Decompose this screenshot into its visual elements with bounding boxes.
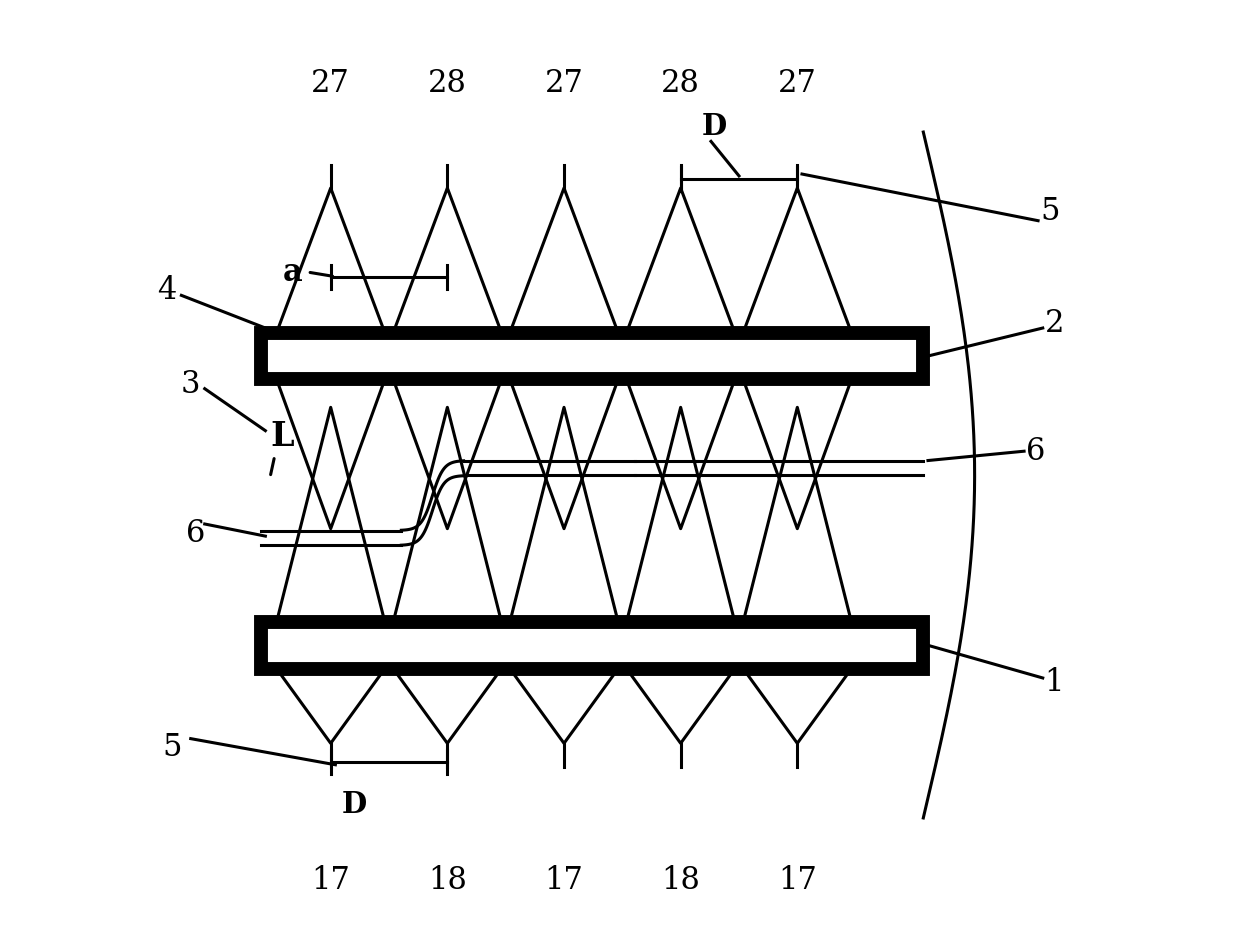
Text: 17: 17 — [777, 865, 817, 896]
Bar — [260, 332, 924, 379]
Text: 4: 4 — [157, 275, 177, 306]
Text: 17: 17 — [544, 865, 584, 896]
Text: 17: 17 — [311, 865, 350, 896]
Text: L: L — [270, 420, 294, 453]
Text: 28: 28 — [661, 68, 701, 99]
Text: 5: 5 — [162, 733, 181, 764]
Text: 28: 28 — [428, 68, 466, 99]
Text: 18: 18 — [661, 865, 701, 896]
Text: 6: 6 — [1025, 435, 1045, 467]
Text: 2: 2 — [1044, 308, 1064, 339]
Text: 3: 3 — [181, 369, 200, 400]
Text: 5: 5 — [1040, 196, 1059, 227]
Text: 6: 6 — [186, 518, 205, 548]
Text: D: D — [342, 790, 367, 819]
Text: 27: 27 — [311, 68, 350, 99]
Bar — [260, 622, 924, 668]
Text: 27: 27 — [544, 68, 584, 99]
Text: 1: 1 — [1044, 667, 1064, 698]
Text: 27: 27 — [777, 68, 817, 99]
Text: D: D — [702, 112, 727, 141]
Text: a: a — [283, 256, 303, 287]
Text: 18: 18 — [428, 865, 466, 896]
